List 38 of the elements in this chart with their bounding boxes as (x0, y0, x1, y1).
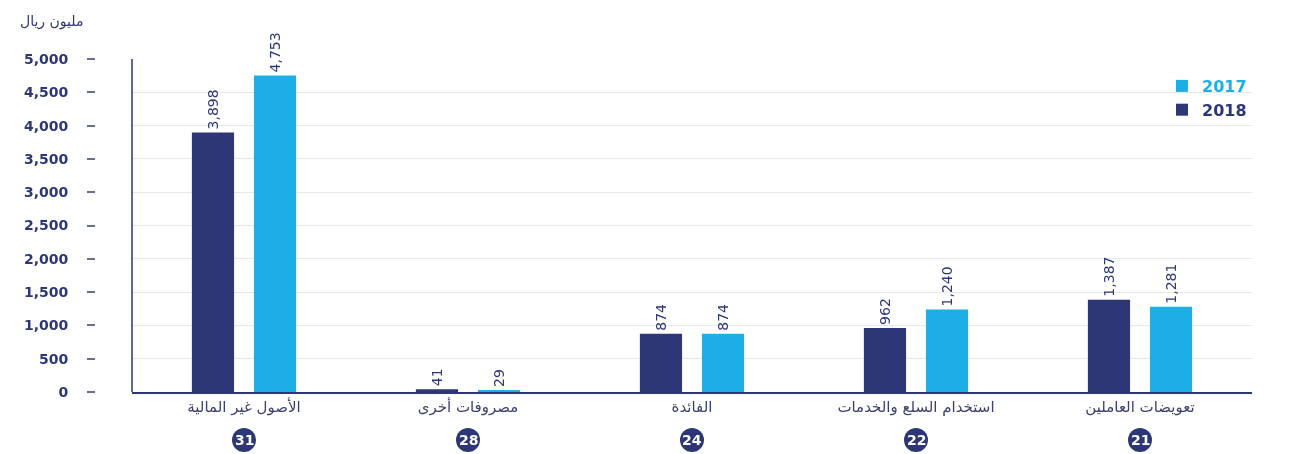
text: 21 (1131, 432, 1151, 448)
text: 31 (235, 432, 255, 448)
text: 24 (682, 432, 702, 448)
data-label: 29 (491, 369, 508, 387)
y-tick-label: 5,000 (23, 50, 69, 67)
y-axis-title: مليون ريال (20, 13, 84, 30)
data-label: 4,753 (267, 32, 284, 73)
legend-label: 2017 (1202, 77, 1247, 97)
y-tick-label: 3,500 (23, 150, 69, 167)
bar (925, 309, 969, 392)
data-label: 1,240 (939, 266, 956, 307)
data-label: 874 (652, 303, 669, 331)
bar (1149, 306, 1193, 392)
y-tick-label: 0 (58, 383, 69, 400)
legend-label: 2018 (1202, 100, 1247, 120)
bar (253, 75, 297, 392)
data-label: 1,387 (1100, 256, 1117, 297)
y-tick-label: 3,000 (23, 184, 69, 201)
text: 28 (459, 432, 479, 448)
data-label: 874 (715, 303, 732, 331)
data-label: 41 (428, 368, 445, 387)
data-label: 962 (876, 298, 893, 325)
x-tick-label: الأصول غير المالية (187, 396, 301, 416)
bar (701, 333, 745, 392)
y-tick-label: 4,500 (23, 84, 69, 101)
y-tick-label: 2,000 (23, 250, 69, 267)
y-tick-label: 2,500 (23, 217, 69, 234)
x-tick-label: الفائدة (671, 397, 713, 416)
y-tick-label: 4,000 (23, 117, 69, 134)
x-tick-label: مصروفات أخرى (417, 396, 519, 416)
x-tick-label: تعويضات العاملين (1085, 397, 1195, 416)
data-label: 1,281 (1163, 263, 1180, 304)
y-tick-label: 1,500 (23, 284, 69, 300)
data-label: 3,898 (204, 89, 221, 130)
x-tick-label: استخدام السلع والخدمات (837, 397, 995, 416)
y-tick-label: 1,000 (23, 317, 69, 334)
text: 22 (907, 432, 927, 448)
y-tick-label: 500 (38, 350, 69, 367)
